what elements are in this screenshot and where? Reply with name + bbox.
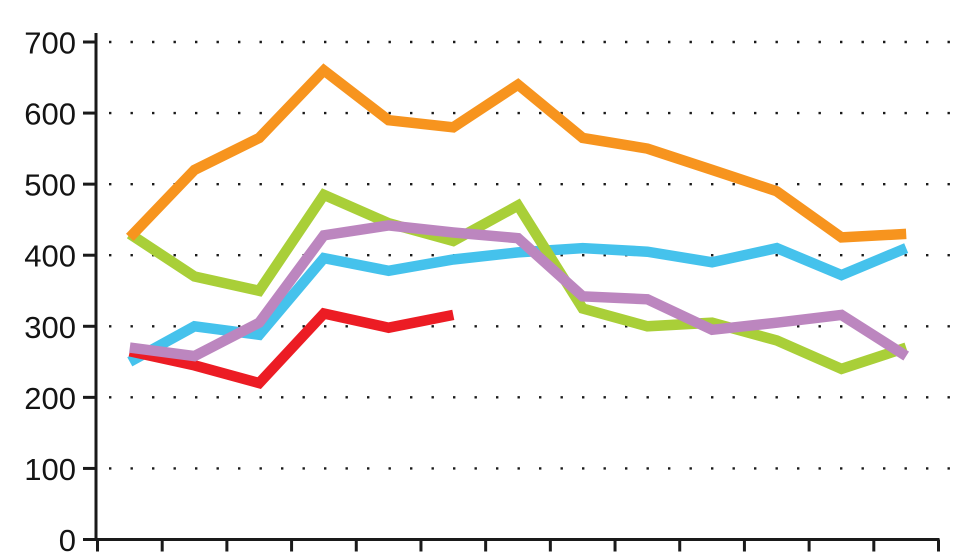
y-axis-label-300: 300 xyxy=(24,310,76,345)
y-axis-label-700: 700 xyxy=(24,26,76,61)
series-green-line xyxy=(126,188,908,375)
y-axis-label-100: 100 xyxy=(24,452,76,487)
series-purple-line xyxy=(129,220,910,362)
series-red-line xyxy=(128,307,455,390)
series-cyan-line xyxy=(127,242,909,367)
y-axis-label-400: 400 xyxy=(24,239,76,274)
y-axis-label-500: 500 xyxy=(24,168,76,203)
series-orange-line xyxy=(126,63,907,243)
y-axis-label-200: 200 xyxy=(24,381,76,416)
y-axis-label-0: 0 xyxy=(59,523,76,552)
y-axis-label-600: 600 xyxy=(24,97,76,132)
